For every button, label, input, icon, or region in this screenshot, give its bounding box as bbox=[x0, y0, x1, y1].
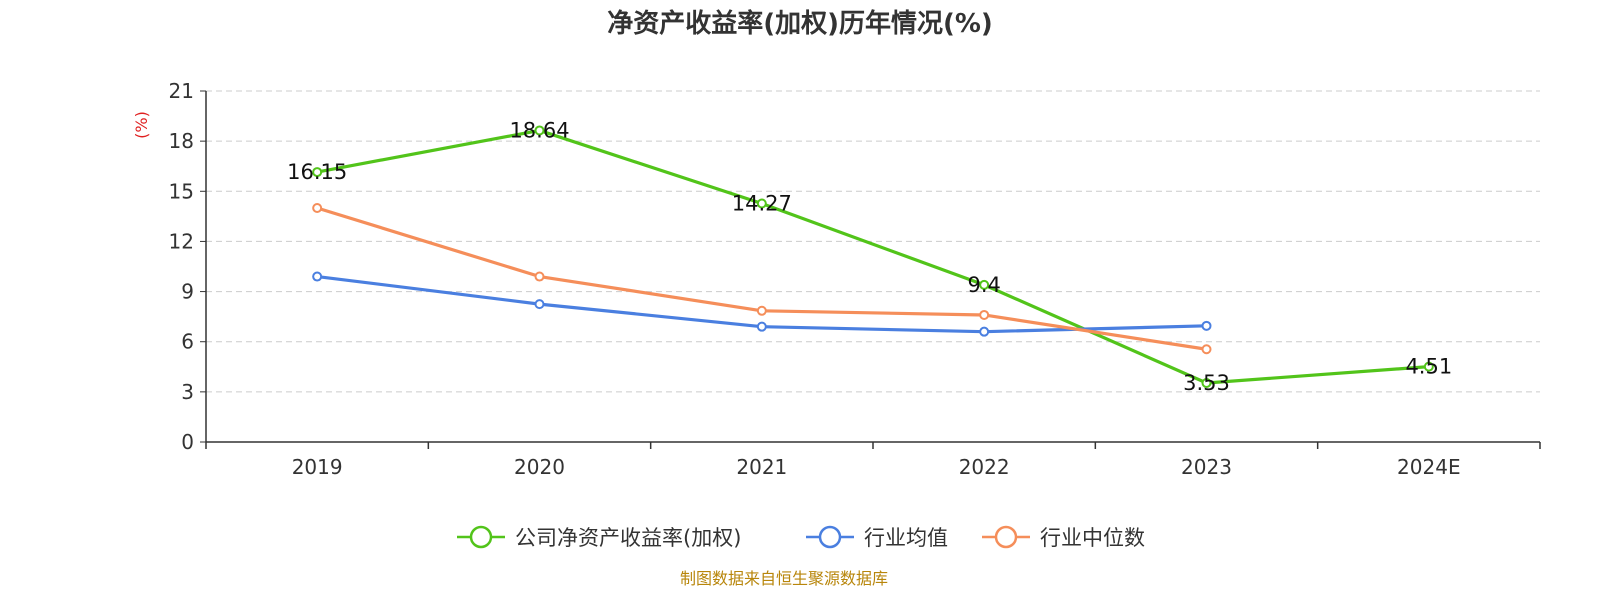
y-tick-label: 3 bbox=[181, 380, 194, 404]
y-tick-label: 9 bbox=[181, 280, 194, 304]
chart-title: 净资产收益率(加权)历年情况(%) bbox=[607, 8, 993, 39]
data-point[interactable] bbox=[979, 309, 990, 320]
y-tick-label: 12 bbox=[169, 229, 194, 253]
x-tick-label: 2022 bbox=[959, 455, 1010, 479]
data-label: 9.4 bbox=[967, 273, 1000, 297]
y-tick-label: 21 bbox=[169, 79, 194, 103]
y-axis-label: (%) bbox=[132, 111, 151, 139]
legend-marker bbox=[818, 525, 842, 549]
data-point[interactable] bbox=[979, 279, 990, 290]
legend-item-label[interactable]: 行业中位数 bbox=[1040, 526, 1145, 550]
data-point[interactable] bbox=[534, 299, 545, 310]
data-point[interactable] bbox=[1201, 320, 1212, 331]
data-point[interactable] bbox=[756, 305, 767, 316]
data-point[interactable] bbox=[1201, 344, 1212, 355]
data-point[interactable] bbox=[756, 198, 767, 209]
data-label: 4.51 bbox=[1405, 355, 1452, 379]
data-point[interactable] bbox=[534, 125, 545, 136]
y-tick-label: 6 bbox=[181, 330, 194, 354]
y-tick-label: 18 bbox=[169, 129, 194, 153]
y-tick-label: 0 bbox=[181, 430, 194, 454]
legend[interactable]: 公司净资产收益率(加权) 行业均值 行业中位数 bbox=[457, 525, 1145, 550]
data-point[interactable] bbox=[1201, 377, 1212, 388]
data-point[interactable] bbox=[312, 167, 323, 178]
series-line-0 bbox=[316, 128, 1429, 385]
y-tick-label: 15 bbox=[169, 179, 194, 203]
legend-marker bbox=[469, 525, 493, 549]
grid-lines bbox=[206, 90, 1540, 393]
source-note: 制图数据来自恒生聚源数据库 bbox=[680, 569, 888, 588]
x-tick-label: 2024E bbox=[1397, 455, 1461, 479]
x-tick-label: 2021 bbox=[736, 455, 787, 479]
data-label: 3.53 bbox=[1183, 371, 1230, 395]
data-point[interactable] bbox=[756, 321, 767, 332]
legend-item-label[interactable]: 行业均值 bbox=[864, 526, 948, 550]
series-lines bbox=[312, 125, 1434, 388]
data-point[interactable] bbox=[312, 203, 323, 213]
data-label: 18.64 bbox=[509, 118, 569, 142]
data-labels: 16.15 18.64 14.27 9.4 3.53 4.51 bbox=[287, 118, 1452, 395]
data-point[interactable] bbox=[534, 271, 545, 282]
data-point[interactable] bbox=[979, 326, 990, 337]
x-tick-label: 2019 bbox=[292, 455, 343, 479]
legend-item-label[interactable]: 公司净资产收益率(加权) bbox=[515, 526, 741, 550]
legend-marker bbox=[994, 525, 1018, 549]
axes: 0 3 6 9 12 15 18 21 2019 2020 2021 2022 2023 2024E bbox=[169, 79, 1541, 479]
x-tick-label: 2023 bbox=[1181, 455, 1232, 479]
data-label: 14.27 bbox=[732, 191, 792, 215]
data-label: 16.15 bbox=[287, 160, 347, 184]
x-tick-label: 2020 bbox=[514, 455, 565, 479]
data-point[interactable] bbox=[312, 271, 323, 282]
data-point[interactable] bbox=[1423, 361, 1434, 372]
